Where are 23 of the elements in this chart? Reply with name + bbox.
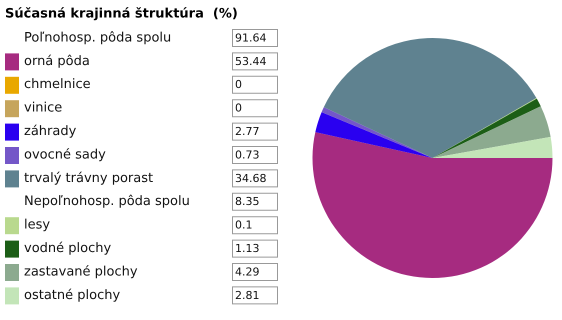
data-label: 4.29 — [235, 265, 260, 278]
legend-label: orná pôda — [24, 54, 90, 69]
legend-label: chmelnice — [24, 77, 91, 92]
legend-label: vodné plochy — [24, 240, 112, 256]
text: Nepoľnohosp. pôda spolu 8.35 — [24, 194, 260, 210]
legend-label: záhrady — [24, 124, 77, 139]
data-label: 34.68 — [235, 172, 266, 185]
legend-label: ovocné sady — [24, 147, 106, 162]
text: 0 — [235, 102, 242, 115]
legend-label: zastavané plochy — [24, 264, 138, 280]
legend-label: ostatné plochy — [24, 288, 120, 303]
data-label: 0.73 — [235, 148, 260, 162]
data-label: 53.44 — [235, 54, 266, 68]
legend-label: lesy — [24, 218, 50, 233]
chart-title: Súčasná krajinná štruktúra (%) — [5, 6, 238, 22]
legend-label: trvalý trávny porast — [24, 170, 154, 186]
data-label: 0.1 — [235, 218, 252, 232]
text: Poľnohosp. pôda spolu 91.64 — [24, 30, 266, 46]
data-label: 2.77 — [235, 124, 260, 138]
legend-label: vinice — [24, 100, 62, 116]
data-label: 1.13 — [235, 242, 260, 255]
data-label: 2.81 — [235, 288, 260, 302]
text: 0 — [235, 78, 242, 92]
